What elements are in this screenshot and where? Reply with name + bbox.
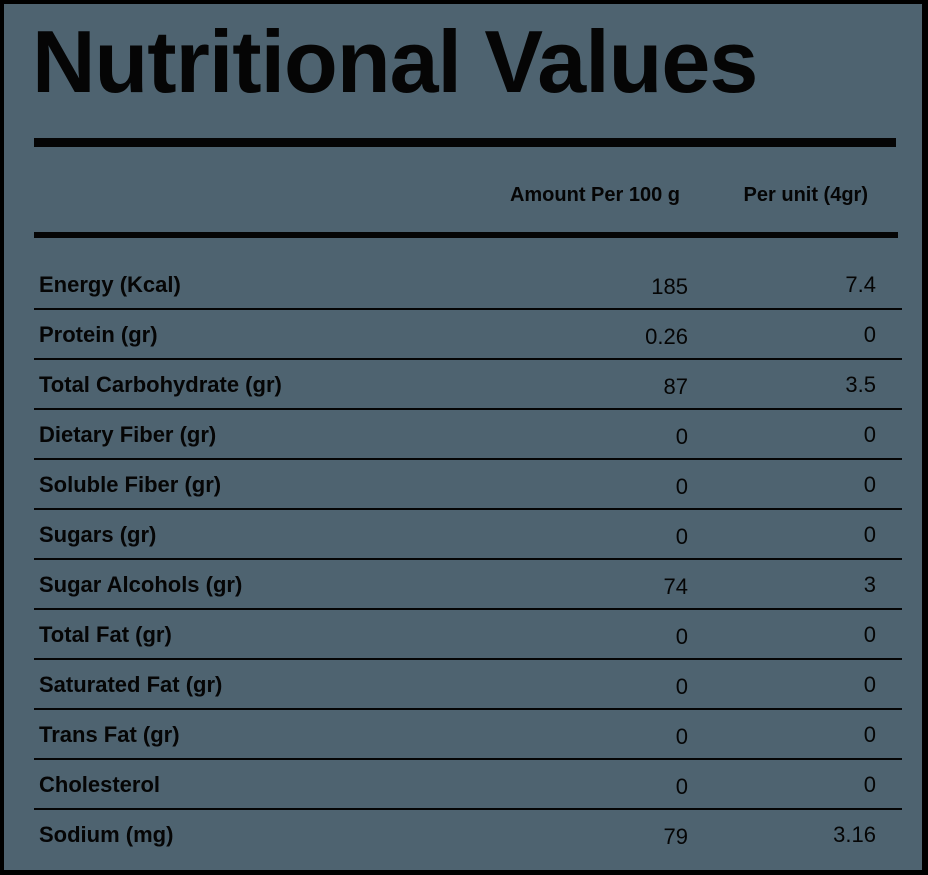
table-row: Energy (Kcal) 185 7.4 xyxy=(34,260,902,310)
value-per-100g: 0 xyxy=(675,424,688,449)
table-row: Sugars (gr) 0 0 xyxy=(34,510,902,560)
row-divider xyxy=(34,558,902,560)
table-row: Total Fat (gr) 0 0 xyxy=(34,610,902,660)
table-row: Sugar Alcohols (gr) 74 3 xyxy=(34,560,902,610)
nutrient-label: Soluble Fiber (gr) xyxy=(39,472,222,497)
nutrient-label: Energy (Kcal) xyxy=(39,272,181,297)
row-divider xyxy=(34,608,902,610)
row-divider xyxy=(34,758,902,760)
nutrient-label: Cholesterol xyxy=(39,772,161,797)
value-per-100g: 0.26 xyxy=(645,324,688,349)
value-per-100g: 0 xyxy=(675,674,688,699)
row-divider xyxy=(34,408,902,410)
nutrient-label: Total Fat (gr) xyxy=(39,622,172,647)
table-row: Protein (gr) 0.26 0 xyxy=(34,310,902,360)
value-per-unit: 0 xyxy=(863,422,876,447)
nutrient-label: Trans Fat (gr) xyxy=(39,722,180,747)
row-divider xyxy=(34,308,902,310)
table-row: Trans Fat (gr) 0 0 xyxy=(34,710,902,760)
value-per-unit: 0 xyxy=(863,322,876,347)
value-per-100g: 185 xyxy=(651,274,688,299)
value-per-unit: 7.4 xyxy=(845,272,876,297)
column-header-per-unit: Per unit (4gr) xyxy=(743,184,868,206)
value-per-unit: 3.16 xyxy=(833,822,876,847)
value-per-100g: 0 xyxy=(675,624,688,649)
column-header-per-100g: Amount Per 100 g xyxy=(509,184,680,206)
value-per-unit: 0 xyxy=(863,522,876,547)
value-per-unit: 0 xyxy=(863,722,876,747)
table-row: Saturated Fat (gr) 0 0 xyxy=(34,660,902,710)
header-divider xyxy=(34,232,898,238)
nutrient-label: Sugar Alcohols (gr) xyxy=(39,572,243,597)
row-divider xyxy=(34,808,902,810)
value-per-unit: 0 xyxy=(863,772,876,797)
table-row: Cholesterol 0 0 xyxy=(34,760,902,810)
value-per-unit: 3.5 xyxy=(845,372,876,397)
nutrient-label: Sugars (gr) xyxy=(39,522,157,547)
value-per-unit: 3 xyxy=(863,572,876,597)
page-title: Nutritional Values xyxy=(32,12,758,111)
table-row: Dietary Fiber (gr) 0 0 xyxy=(34,410,902,460)
nutrient-label: Dietary Fiber (gr) xyxy=(39,422,217,447)
nutrition-table: Energy (Kcal) 185 7.4 Protein (gr) 0.26 … xyxy=(34,260,902,860)
nutrient-label: Total Carbohydrate (gr) xyxy=(39,372,282,397)
value-per-100g: 0 xyxy=(675,724,688,749)
value-per-100g: 0 xyxy=(675,774,688,799)
value-per-100g: 87 xyxy=(663,374,688,399)
value-per-100g: 79 xyxy=(663,824,688,849)
row-divider xyxy=(34,458,902,460)
row-divider xyxy=(34,658,902,660)
value-per-unit: 0 xyxy=(863,622,876,647)
table-row: Sodium (mg) 79 3.16 xyxy=(34,810,902,860)
nutrient-label: Saturated Fat (gr) xyxy=(39,672,223,697)
title-divider xyxy=(34,138,896,147)
row-divider xyxy=(34,708,902,710)
table-row: Total Carbohydrate (gr) 87 3.5 xyxy=(34,360,902,410)
row-divider xyxy=(34,358,902,360)
value-per-100g: 0 xyxy=(675,474,688,499)
table-row: Soluble Fiber (gr) 0 0 xyxy=(34,460,902,510)
nutrition-panel: Nutritional Values Amount Per 100 g Per … xyxy=(4,4,922,870)
value-per-unit: 0 xyxy=(863,472,876,497)
nutrient-label: Protein (gr) xyxy=(39,322,158,347)
value-per-100g: 74 xyxy=(663,574,688,599)
row-divider xyxy=(34,508,902,510)
nutrient-label: Sodium (mg) xyxy=(39,822,174,847)
value-per-unit: 0 xyxy=(863,672,876,697)
value-per-100g: 0 xyxy=(675,524,688,549)
